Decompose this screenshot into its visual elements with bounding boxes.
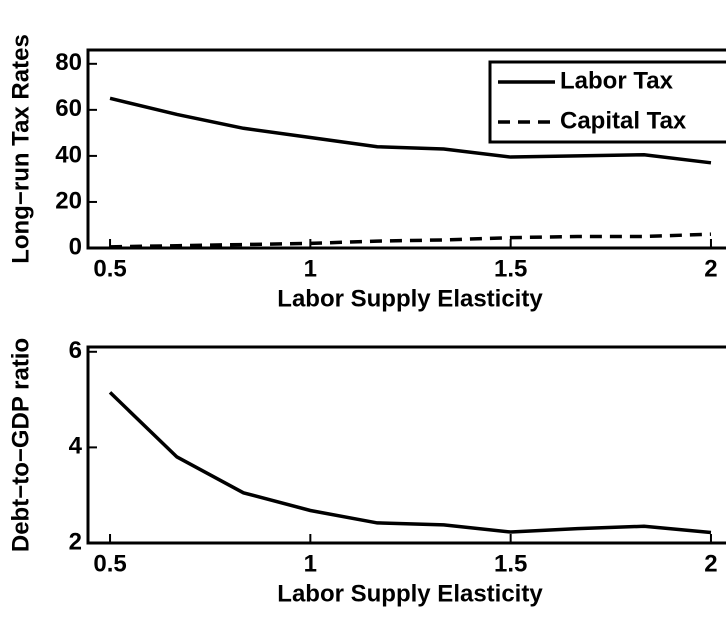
- x-tick-label: 2: [704, 550, 717, 577]
- axes-box: [86, 345, 726, 545]
- line-series: [110, 232, 712, 249]
- x-tick-label: 1: [304, 550, 317, 577]
- y-tick-label: 4: [69, 433, 83, 460]
- y-tick-label: 40: [55, 141, 82, 168]
- y-tick-label: 80: [55, 49, 82, 76]
- x-tick-label: 1.5: [494, 255, 527, 282]
- y-tick-label: 2: [69, 528, 82, 555]
- x-tick-label: 2: [704, 255, 717, 282]
- legend-box: [488, 60, 726, 144]
- y-tick-label: 0: [69, 233, 82, 260]
- axes-box: [86, 48, 726, 250]
- y-tick-label: 20: [55, 187, 82, 214]
- x-tick-label: 0.5: [93, 255, 126, 282]
- x-tick-label: 1.5: [494, 550, 527, 577]
- y-axis-label: Long−run Tax Rates: [7, 34, 34, 264]
- legend-label: Labor Tax: [560, 67, 674, 94]
- y-tick-label: 6: [69, 337, 82, 364]
- y-tick-label: 60: [55, 95, 82, 122]
- x-tick-label: 0.5: [93, 550, 126, 577]
- line-series: [108, 391, 712, 535]
- x-tick-label: 1: [304, 255, 317, 282]
- y-axis-label: Debt−to−GDP ratio: [7, 338, 34, 552]
- line-series: [109, 96, 712, 165]
- x-axis-label: Labor Supply Elasticity: [277, 285, 543, 312]
- x-axis-label: Labor Supply Elasticity: [277, 580, 543, 607]
- legend-label: Capital Tax: [560, 107, 687, 134]
